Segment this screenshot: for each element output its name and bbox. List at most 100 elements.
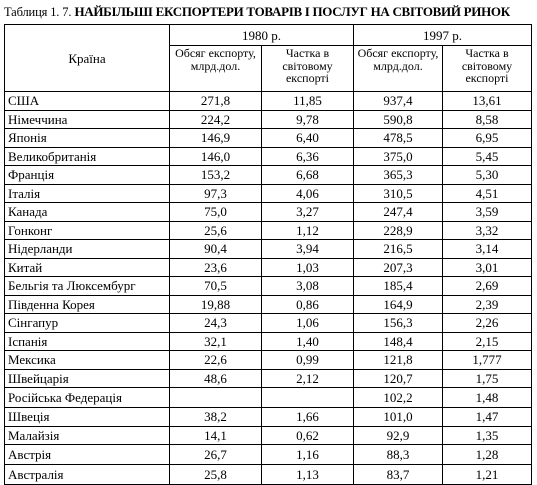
- export-volume-1980-cell: 146,0: [169, 146, 262, 166]
- export-volume-1980-cell: 38,2: [169, 407, 262, 427]
- world-share-1997-cell: 3,59: [442, 202, 532, 222]
- table-row: США 271,8 11,85 937,4 13,61: [4, 91, 532, 111]
- export-volume-1980-cell: 90,4: [169, 239, 262, 259]
- export-volume-1980-cell: 22,6: [169, 350, 262, 370]
- country-cell: Франція: [4, 165, 170, 185]
- export-volume-1980-cell: 19,88: [169, 294, 262, 314]
- country-header: Країна: [4, 24, 170, 92]
- export-volume-1997-cell: 164,9: [353, 294, 443, 314]
- world-share-1997-cell: 1,47: [442, 407, 532, 427]
- world-share-1980-cell: 9,78: [261, 109, 354, 129]
- export-volume-1980-cell: 48,6: [169, 368, 262, 388]
- world-share-1980-cell: 1,40: [261, 331, 354, 351]
- world-share-1980-cell: 1,03: [261, 257, 354, 277]
- export-volume-1997-cell: 101,0: [353, 407, 443, 427]
- country-cell: Малайзія: [4, 425, 170, 445]
- world-share-1980-header: Частка в світовому експорті: [261, 45, 354, 92]
- sub-header-row: Обсяг експорту, млрд.дол. Частка в світо…: [5, 45, 532, 92]
- country-cell: Японія: [4, 128, 170, 148]
- export-volume-1997-cell: 937,4: [353, 91, 443, 111]
- world-share-1997-cell: 1,777: [442, 350, 532, 370]
- world-share-1997-cell: 2,15: [442, 331, 532, 351]
- export-volume-1980-cell: 25,8: [169, 464, 262, 485]
- country-cell: Нідерланди: [4, 239, 170, 259]
- world-share-1997-cell: 1,35: [442, 425, 532, 445]
- table-row: Італія 97,3 4,06 310,5 4,51: [4, 183, 532, 203]
- world-share-1980-cell: 1,13: [261, 464, 354, 485]
- world-share-1997-cell: 3,01: [442, 257, 532, 277]
- country-cell: Російська Федерація: [4, 387, 170, 408]
- export-volume-1980-cell: [169, 387, 262, 408]
- world-share-1997-cell: 3,32: [442, 220, 532, 240]
- export-volume-1980-cell: 32,1: [169, 331, 262, 351]
- table-row: Великобританія 146,0 6,36 375,0 5,45: [4, 146, 532, 166]
- world-share-1997-cell: 2,69: [442, 276, 532, 296]
- country-cell: Китай: [4, 257, 170, 277]
- country-cell: Італія: [4, 183, 170, 203]
- export-volume-1997-cell: 156,3: [353, 313, 443, 333]
- world-share-1980-cell: 3,27: [261, 202, 354, 222]
- country-cell: Південна Корея: [4, 294, 170, 314]
- world-share-1980-cell: 6,68: [261, 165, 354, 185]
- world-share-1997-cell: 5,30: [442, 165, 532, 185]
- world-share-1980-cell: 0,86: [261, 294, 354, 314]
- table-row: Швеція 38,2 1,66 101,0 1,47: [4, 407, 532, 427]
- export-volume-1980-header: Обсяг експорту, млрд.дол.: [169, 45, 262, 92]
- world-share-1980-cell: 6,40: [261, 128, 354, 148]
- world-share-1997-cell: 3,14: [442, 239, 532, 259]
- export-volume-1997-cell: 102,2: [353, 387, 443, 408]
- world-share-1980-cell: 2,12: [261, 368, 354, 388]
- export-volume-1997-cell: 228,9: [353, 220, 443, 240]
- export-volume-1997-cell: 92,9: [353, 425, 443, 445]
- table-row: Китай 23,6 1,03 207,3 3,01: [4, 257, 532, 277]
- table-row: Австрія 26,7 1,16 88,3 1,28: [4, 444, 532, 465]
- table-title: НАЙБІЛЬШІ ЕКСПОРТЕРИ ТОВАРІВ І ПОСЛУГ НА…: [74, 4, 510, 19]
- table-number: Таблиця 1. 7.: [4, 5, 72, 19]
- world-share-1997-cell: 5,45: [442, 146, 532, 166]
- world-share-1980-cell: 1,06: [261, 313, 354, 333]
- table-row: Іспанія 32,1 1,40 148,4 2,15: [4, 331, 532, 351]
- table-row: Малайзія 14,1 0,62 92,9 1,35: [4, 425, 532, 445]
- export-volume-1980-cell: 14,1: [169, 425, 262, 445]
- country-cell: Німеччина: [4, 109, 170, 129]
- country-cell: Сінгапур: [4, 313, 170, 333]
- export-volume-1980-cell: 23,6: [169, 257, 262, 277]
- export-volume-1997-cell: 375,0: [353, 146, 443, 166]
- export-volume-1980-cell: 271,8: [169, 91, 262, 111]
- world-share-1997-header: Частка в світовому експорті: [442, 45, 532, 92]
- export-volume-1997-cell: 121,8: [353, 350, 443, 370]
- world-share-1997-cell: 1,48: [442, 387, 532, 408]
- country-cell: Гонконг: [4, 220, 170, 240]
- export-volume-1997-cell: 207,3: [353, 257, 443, 277]
- world-share-1980-cell: 3,08: [261, 276, 354, 296]
- export-volume-1980-cell: 97,3: [169, 183, 262, 203]
- world-share-1997-cell: 1,75: [442, 368, 532, 388]
- export-volume-1980-cell: 146,9: [169, 128, 262, 148]
- export-volume-1980-cell: 24,3: [169, 313, 262, 333]
- country-cell: Швейцарія: [4, 368, 170, 388]
- table-row: Німеччина 224,2 9,78 590,8 8,58: [4, 109, 532, 129]
- export-volume-1980-cell: 25,6: [169, 220, 262, 240]
- export-volume-1997-cell: 478,5: [353, 128, 443, 148]
- table-caption: Таблиця 1. 7. НАЙБІЛЬШІ ЕКСПОРТЕРИ ТОВАР…: [4, 2, 534, 22]
- export-volume-1980-cell: 224,2: [169, 109, 262, 129]
- country-cell: Бельгія та Люксембург: [4, 276, 170, 296]
- world-share-1997-cell: 1,21: [442, 464, 532, 485]
- export-volume-1997-cell: 216,5: [353, 239, 443, 259]
- export-volume-1980-cell: 70,5: [169, 276, 262, 296]
- year-header-row: Країна 1980 р. 1997 р.: [4, 24, 532, 92]
- world-share-1980-cell: 3,94: [261, 239, 354, 259]
- world-share-1980-cell: 6,36: [261, 146, 354, 166]
- world-share-1997-cell: 2,26: [442, 313, 532, 333]
- export-volume-1997-cell: 120,7: [353, 368, 443, 388]
- world-share-1997-cell: 13,61: [442, 91, 532, 111]
- export-volume-1997-cell: 185,4: [353, 276, 443, 296]
- export-volume-1997-cell: 310,5: [353, 183, 443, 203]
- country-cell: Іспанія: [4, 331, 170, 351]
- table-row: Швейцарія 48,6 2,12 120,7 1,75: [4, 368, 532, 388]
- table-row: Мексика 22,6 0,99 121,8 1,777: [4, 350, 532, 370]
- export-volume-1997-cell: 83,7: [353, 464, 443, 485]
- world-share-1980-cell: 1,16: [261, 444, 354, 465]
- export-volume-1997-cell: 247,4: [353, 202, 443, 222]
- export-volume-1997-cell: 88,3: [353, 444, 443, 465]
